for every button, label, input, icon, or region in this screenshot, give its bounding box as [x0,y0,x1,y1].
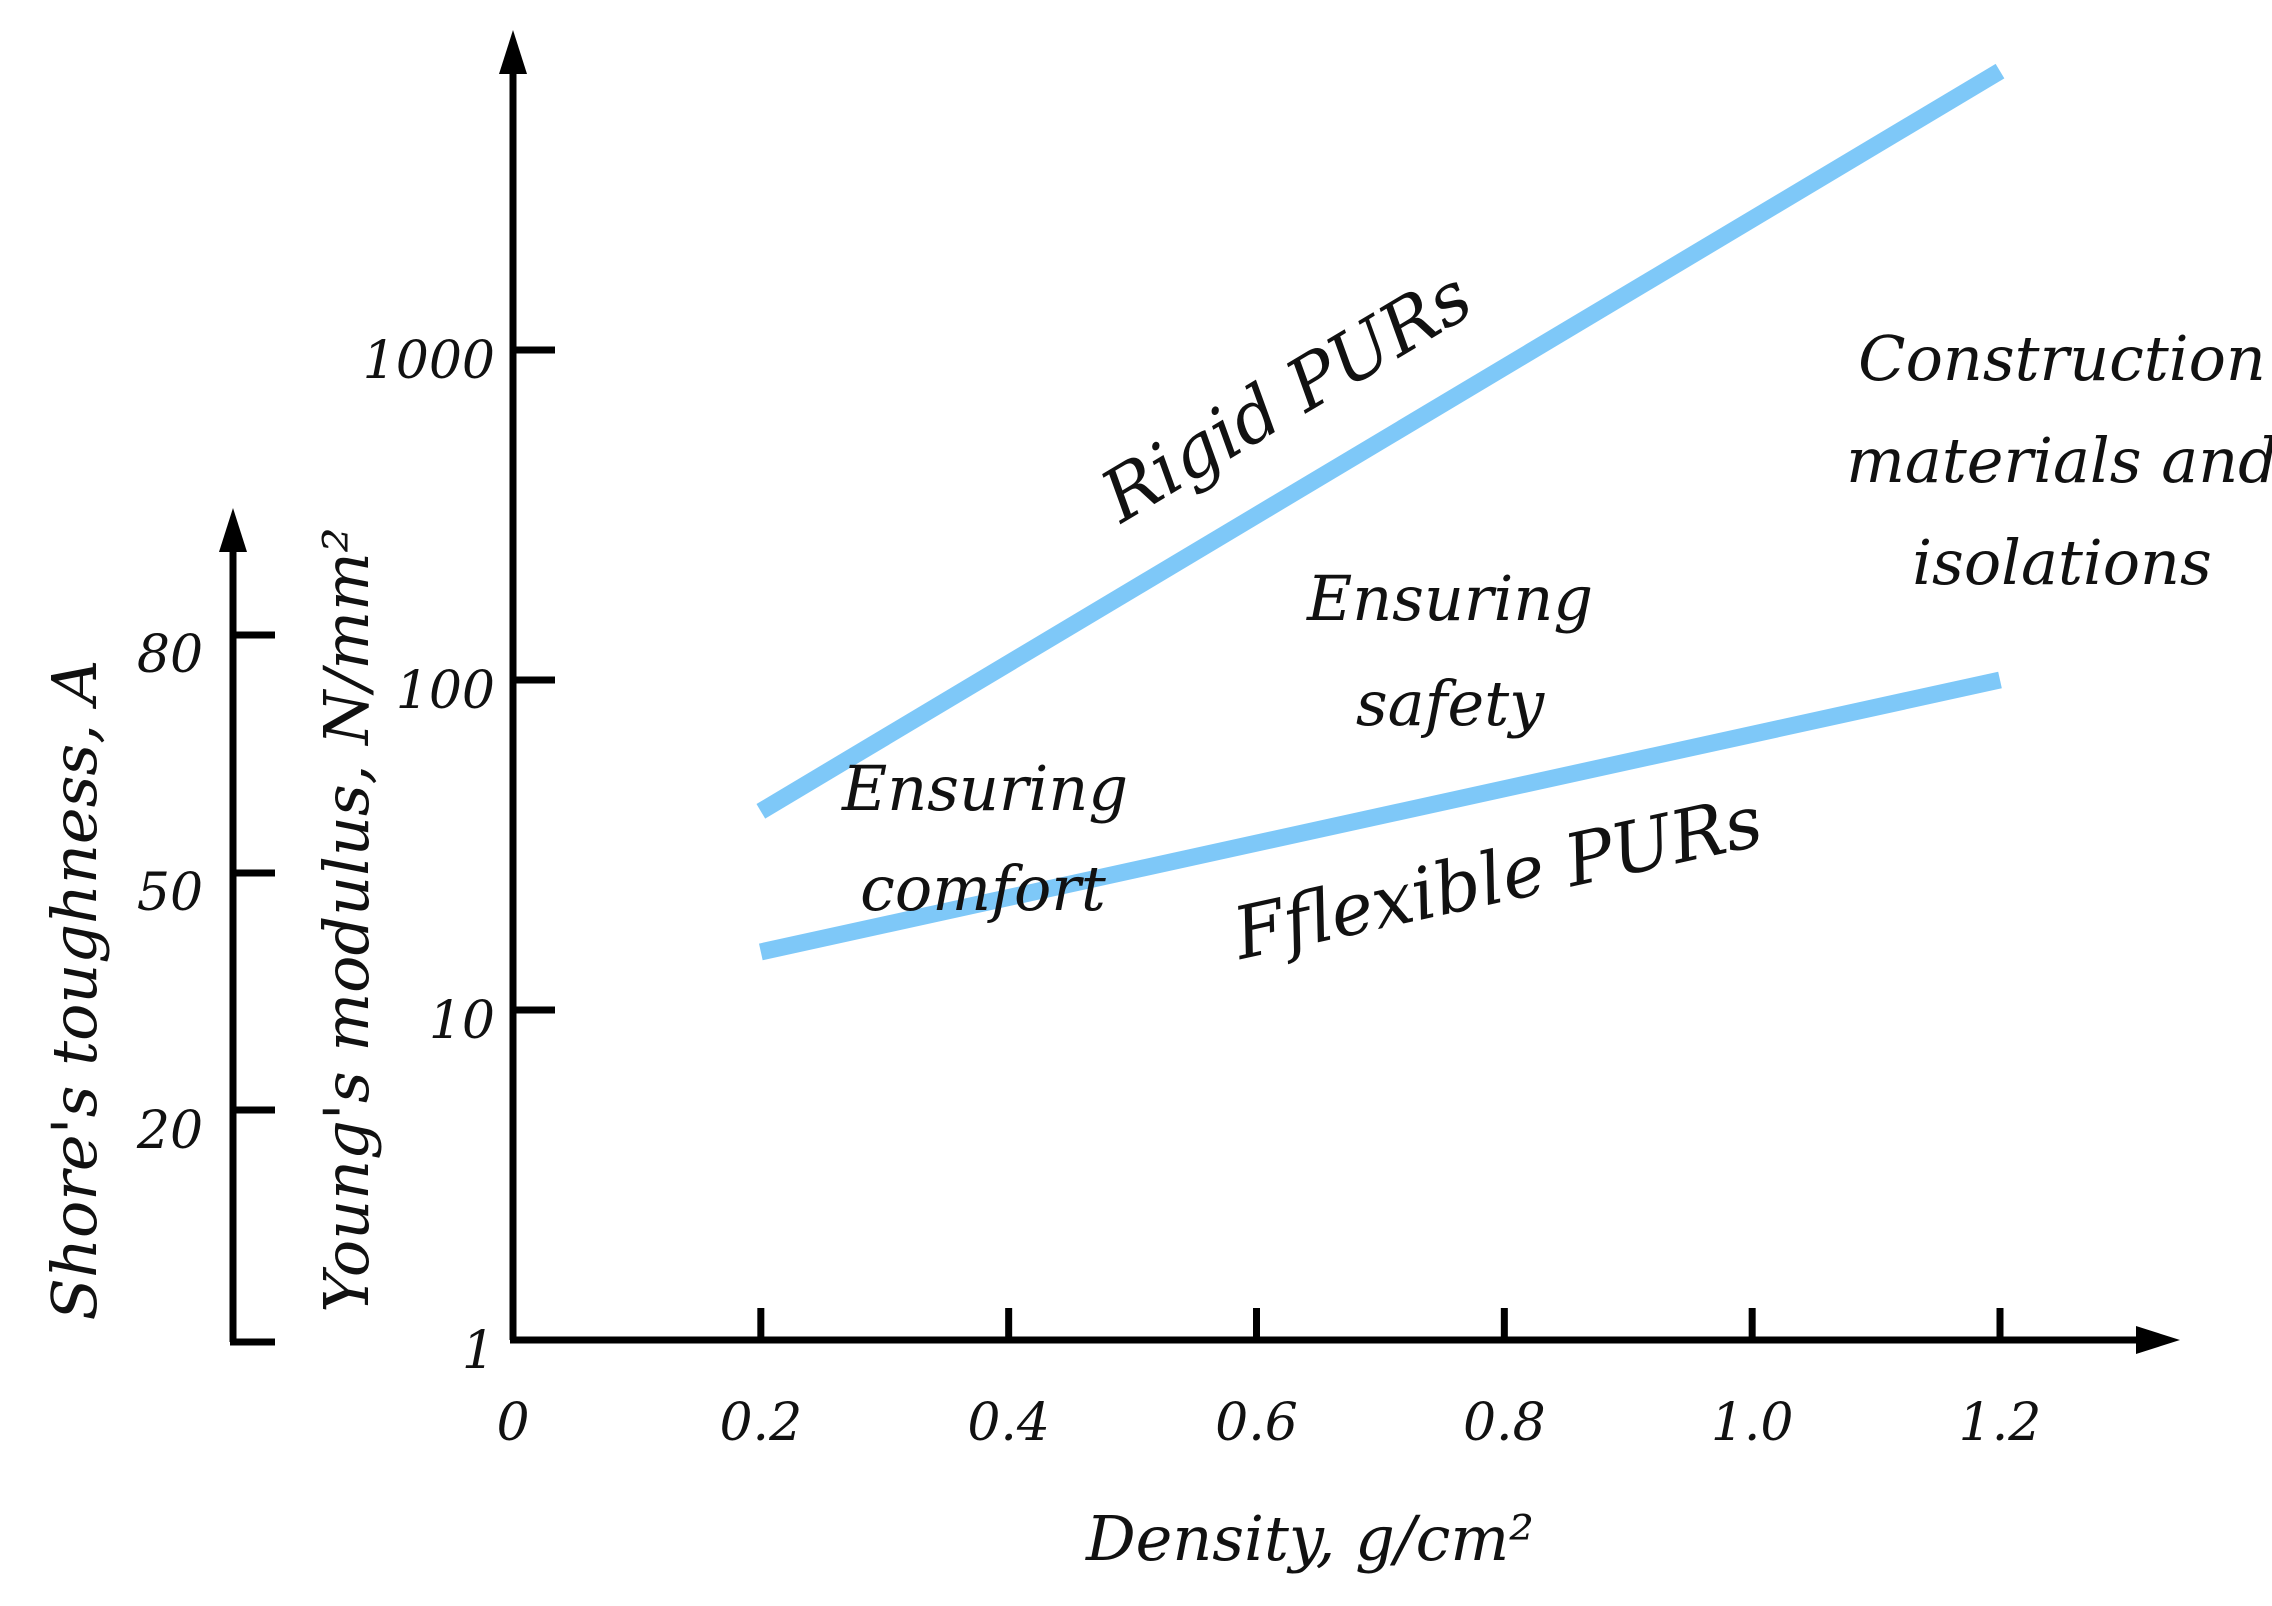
x-axis-title: Density, g/cm² [1085,1502,1534,1575]
x-tick-label: 0 [496,1393,529,1453]
shore-tick-marks [233,631,275,1114]
y-tick-label: 1 [462,1321,495,1381]
flexible-purs-label: Fflexible PURs [1224,779,1769,977]
y-tick-marks [513,346,555,1014]
shore-axis-arrow [219,508,247,552]
construction-annotation-line1: Construction [1858,322,2266,395]
y-tick-label: 1000 [363,331,495,391]
shore-tick-label: 50 [137,863,203,923]
shore-tick-label: 80 [137,625,203,685]
x-tick-label: 0.8 [1463,1393,1546,1453]
y-axis-arrow [499,30,527,74]
x-tick-label: 1.2 [1959,1393,2042,1453]
shore-tick-label: 20 [136,1101,203,1161]
safety-annotation-line2: safety [1356,667,1545,740]
x-axis-arrow [2136,1326,2180,1354]
y-tick-label: 100 [396,661,495,721]
y-axis-title: Young's modulus, N/mm² [310,527,383,1312]
x-tick-label: 0.2 [719,1393,802,1453]
flexible-purs-line [759,671,2002,961]
x-tick-label: 0.4 [967,1393,1050,1453]
construction-annotation-line2: materials and [1846,424,2272,497]
x-tick-label: 1.0 [1711,1393,1794,1453]
shore-axis-title: Shore's toughness, A [38,660,111,1321]
construction-annotation-line3: isolations [1912,526,2212,599]
x-tick-marks [757,1308,2004,1340]
y-tick-label: 10 [429,991,495,1051]
comfort-annotation-line1: Ensuring [841,752,1128,825]
x-tick-label: 0.6 [1215,1393,1298,1453]
safety-annotation-line1: Ensuring [1306,562,1593,635]
comfort-annotation-line2: comfort [860,852,1106,925]
rigid-purs-line [756,63,2005,819]
